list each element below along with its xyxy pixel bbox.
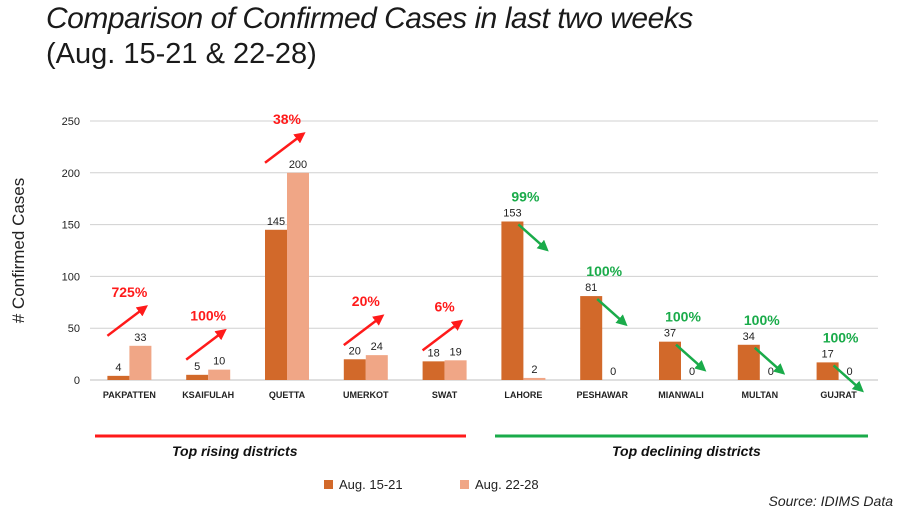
category-label: SWAT [432, 390, 458, 400]
bar-aug22-28 [365, 355, 388, 380]
data-label: 24 [371, 341, 383, 353]
bar-aug15-21 [343, 359, 366, 380]
percent-change-label: 99% [511, 188, 540, 204]
percent-change-label: 100% [586, 263, 622, 279]
bar-aug22-28 [287, 172, 309, 380]
trend-down-arrow [596, 298, 628, 327]
bar-aug15-21 [580, 296, 603, 380]
legend-label: Aug. 15-21 [339, 477, 403, 492]
trend-up-arrow [264, 132, 306, 164]
data-label: 19 [449, 346, 461, 358]
data-label: 18 [427, 347, 439, 359]
bar-aug15-21 [107, 375, 130, 380]
data-label: 145 [267, 216, 285, 228]
trend-down-arrow [753, 346, 786, 375]
data-label: 0 [847, 366, 853, 378]
data-label: 153 [503, 207, 521, 219]
bar-aug15-21 [265, 229, 287, 380]
percent-change-label: 100% [665, 309, 701, 325]
data-label: 0 [689, 366, 695, 378]
y-tick-label: 0 [74, 375, 80, 387]
percent-change-label: 100% [744, 312, 780, 328]
chart-title: Comparison of Confirmed Cases in last tw… [46, 2, 693, 35]
category-label: MULTAN [741, 390, 778, 400]
percent-change-label: 100% [823, 329, 859, 345]
data-label: 33 [134, 332, 146, 344]
y-tick-label: 150 [62, 220, 80, 232]
data-label: 200 [289, 159, 307, 171]
chart-subtitle: (Aug. 15-21 & 22-28) [46, 38, 317, 70]
data-label: 0 [610, 366, 616, 378]
bar-aug15-21 [186, 374, 209, 380]
trend-up-arrow [106, 305, 148, 337]
legend-swatch [324, 480, 333, 489]
rising-group-label: Top rising districts [172, 443, 298, 459]
bar-aug15-21 [816, 362, 839, 380]
category-label: PAKPATTEN [103, 390, 156, 400]
data-label: 20 [349, 345, 361, 357]
trend-down-arrow [517, 223, 549, 252]
y-tick-label: 100 [62, 271, 80, 283]
trend-up-arrow [343, 314, 385, 347]
category-label: LAHORE [504, 390, 542, 400]
data-label: 17 [821, 348, 833, 360]
legend-swatch [460, 480, 469, 489]
y-tick-label: 250 [62, 116, 80, 128]
data-label: 5 [194, 361, 200, 373]
category-label: MIANWALI [658, 390, 704, 400]
bar-aug22-28 [208, 369, 231, 380]
data-label: 34 [743, 331, 755, 343]
category-label: KSAIFULAH [182, 390, 234, 400]
data-label: 0 [768, 366, 774, 378]
percent-change-label: 20% [352, 293, 381, 309]
bar-aug15-21 [659, 341, 681, 380]
data-label: 81 [585, 282, 597, 294]
bar-aug22-28 [129, 345, 152, 380]
bar-aug22-28 [523, 377, 546, 380]
legend-label: Aug. 22-28 [475, 477, 539, 492]
y-tick-label: 200 [62, 168, 80, 180]
source-note: Source: IDIMS Data [768, 493, 894, 509]
category-label: QUETTA [269, 390, 306, 400]
trend-up-arrow [185, 328, 227, 361]
trend-down-arrow [832, 364, 864, 393]
percent-change-label: 725% [111, 284, 147, 300]
percent-change-label: 38% [273, 111, 302, 127]
bar-aug15-21 [737, 344, 760, 380]
data-label: 37 [664, 328, 676, 340]
category-label: PESHAWAR [576, 390, 628, 400]
trend-down-arrow [675, 343, 707, 372]
data-label: 4 [115, 362, 121, 374]
y-tick-label: 50 [68, 323, 80, 335]
y-axis-label: # Confirmed Cases [9, 178, 28, 324]
category-label: UMERKOT [343, 390, 389, 400]
trend-up-arrow [421, 319, 464, 352]
percent-change-label: 6% [434, 298, 455, 314]
data-label: 2 [531, 364, 537, 376]
category-label: GUJRAT [820, 390, 857, 400]
data-label: 10 [213, 356, 225, 368]
bar-aug15-21 [422, 361, 445, 380]
bar-aug15-21 [501, 221, 524, 380]
declining-group-label: Top declining districts [612, 443, 761, 459]
percent-change-label: 100% [190, 308, 226, 324]
bar-aug22-28 [444, 360, 467, 380]
